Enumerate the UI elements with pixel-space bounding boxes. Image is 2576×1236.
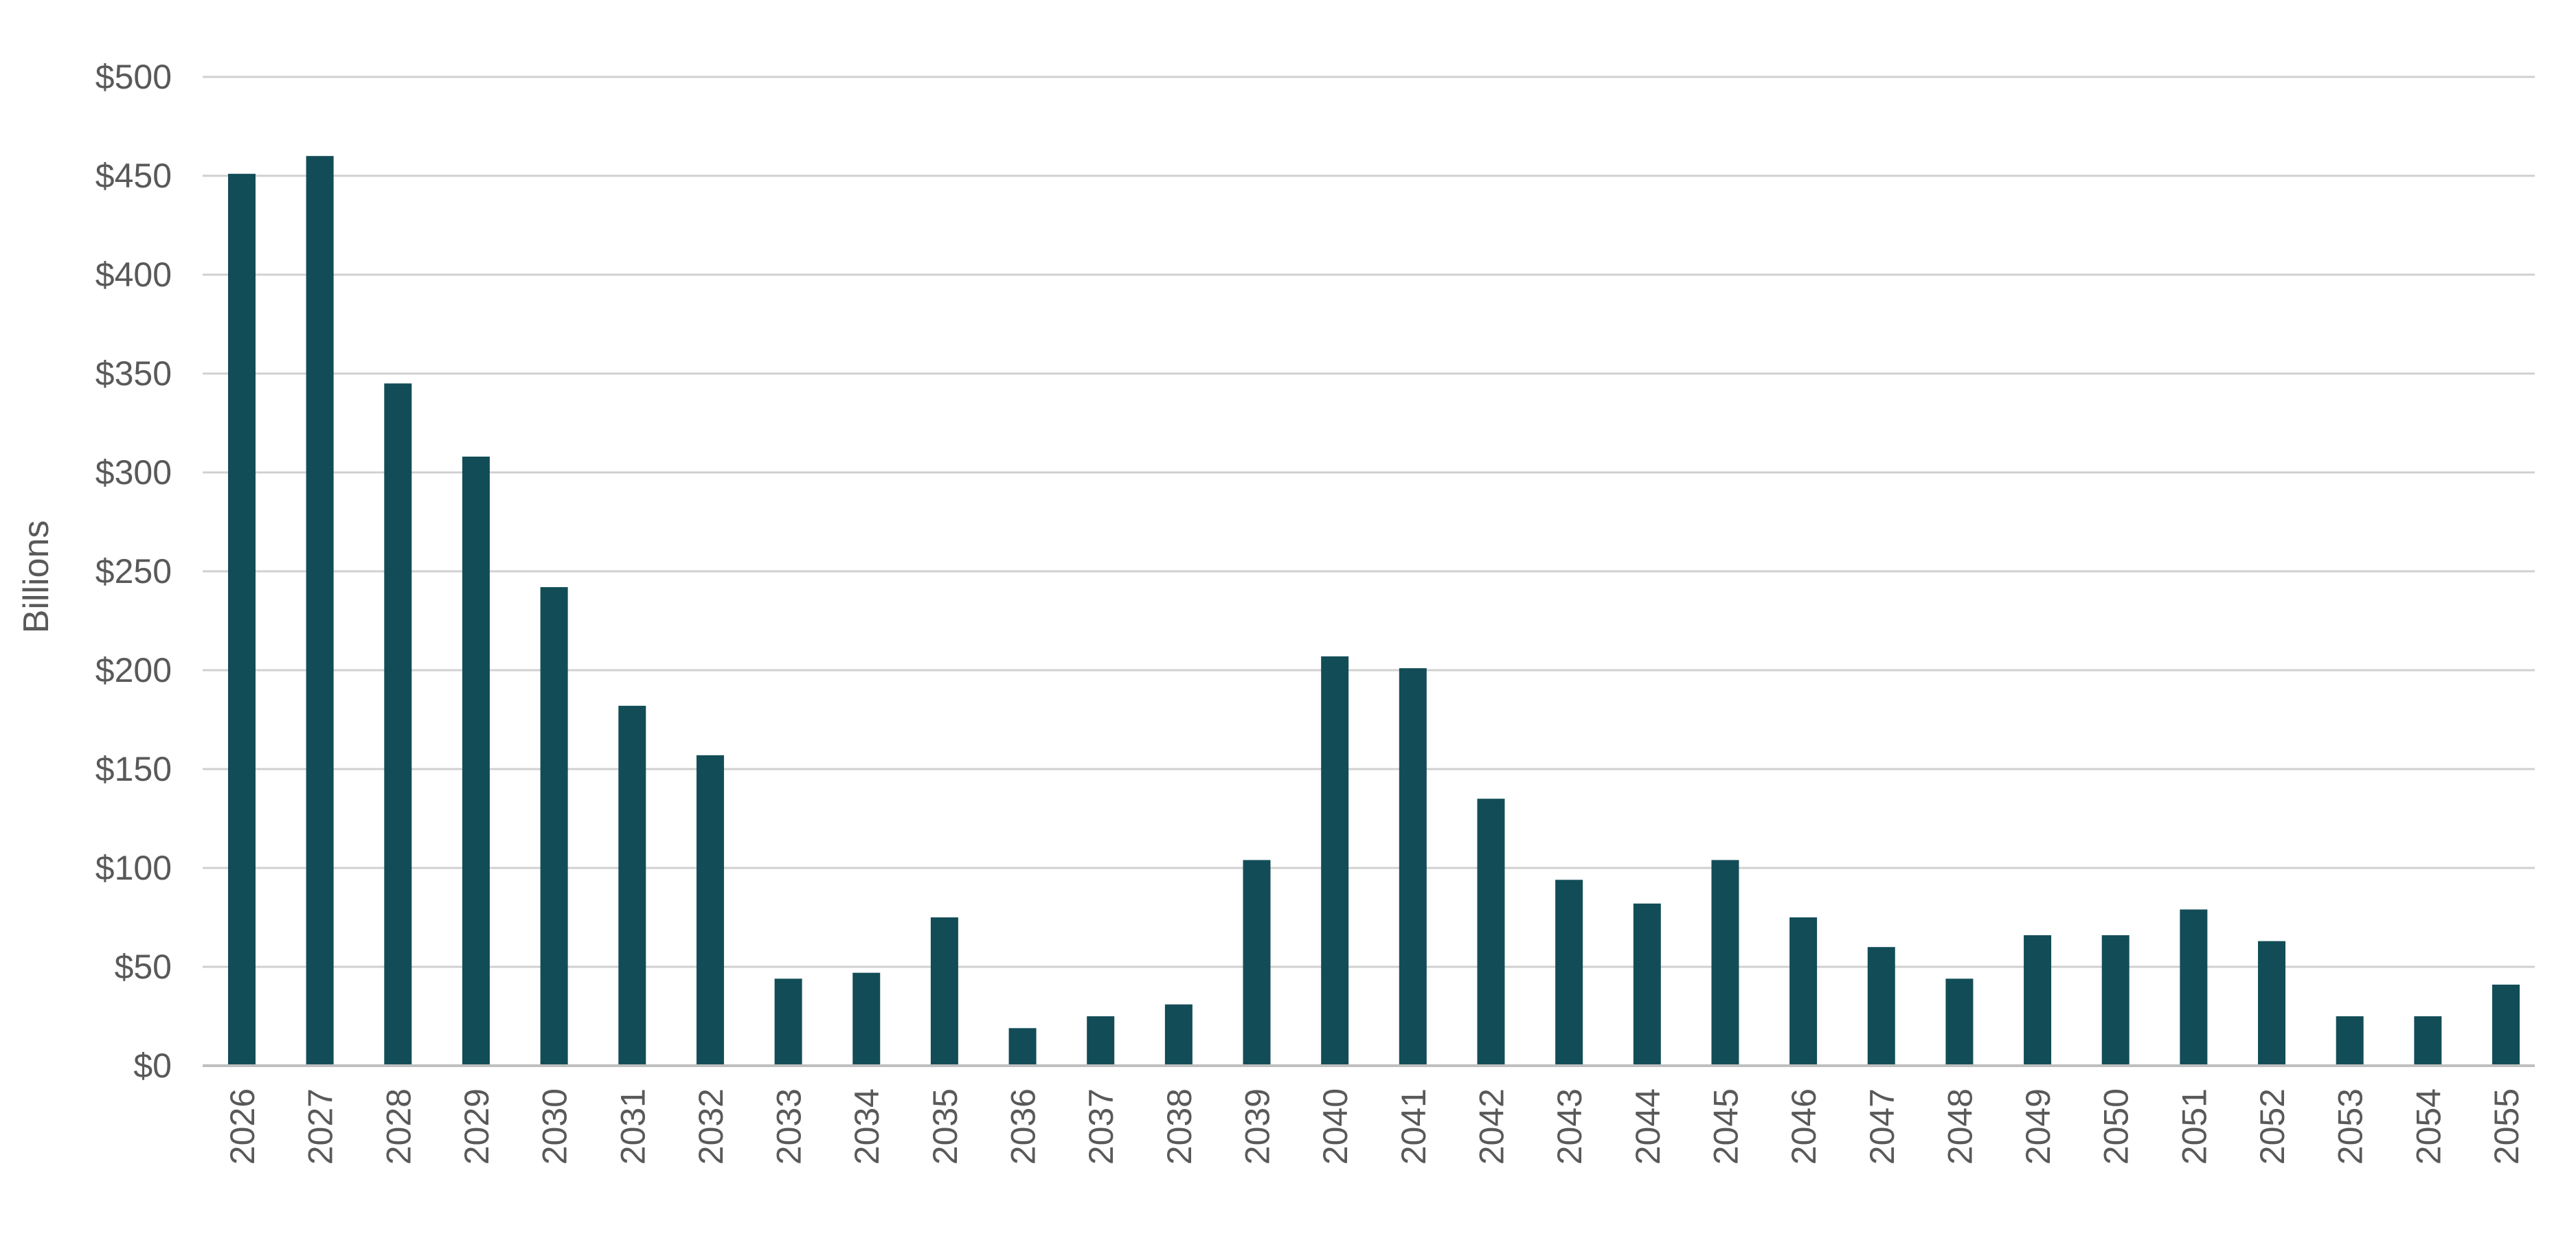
x-tick-label: 2039 xyxy=(1239,1088,1277,1165)
gridlines xyxy=(203,76,2535,968)
x-tick-label: 2031 xyxy=(613,1088,652,1165)
bar-2028 xyxy=(384,383,412,1066)
y-tick-labels: $0 $50 $100 $150 $200 $250 $300 $350 $400 $450 $50… xyxy=(95,58,172,1085)
x-tick-label: 2028 xyxy=(379,1088,418,1165)
y-tick-label: $400 xyxy=(95,255,172,294)
x-tick-label: 2043 xyxy=(1550,1088,1589,1165)
x-tick-label: 2044 xyxy=(1629,1088,1667,1165)
bar-2036 xyxy=(1008,1028,1037,1066)
bar-2039 xyxy=(1243,860,1271,1066)
bar-2045 xyxy=(1711,860,1739,1066)
bar-2026 xyxy=(228,174,256,1066)
bar-2038 xyxy=(1164,1004,1193,1066)
x-tick-label: 2050 xyxy=(2097,1088,2136,1165)
bar-2041 xyxy=(1399,668,1427,1066)
y-tick-label: $200 xyxy=(95,651,172,689)
bars xyxy=(228,156,2520,1066)
y-tick-label: $0 xyxy=(133,1046,172,1085)
x-tick-label: 2055 xyxy=(2487,1088,2526,1165)
bar-2048 xyxy=(1945,978,1974,1066)
x-tick-label: 2047 xyxy=(1863,1088,1901,1165)
bar-2054 xyxy=(2414,1016,2442,1066)
x-tick-label: 2032 xyxy=(692,1088,730,1165)
y-tick-label: $50 xyxy=(115,948,172,986)
bar-2042 xyxy=(1477,799,1505,1066)
bar-2050 xyxy=(2101,935,2129,1066)
x-tick-label: 2046 xyxy=(1785,1088,1823,1165)
x-tick-label: 2033 xyxy=(770,1088,809,1165)
bar-2031 xyxy=(618,705,646,1066)
bar-2055 xyxy=(2492,984,2520,1066)
bar-2047 xyxy=(1867,947,1895,1066)
x-tick-label: 2041 xyxy=(1394,1088,1433,1165)
x-tick-label: 2042 xyxy=(1472,1088,1511,1165)
bar-2044 xyxy=(1633,903,1661,1066)
y-tick-label: $250 xyxy=(95,552,172,591)
x-tick-label: 2052 xyxy=(2253,1088,2292,1165)
bar-2034 xyxy=(852,972,881,1066)
x-tick-label: 2037 xyxy=(1082,1088,1120,1165)
x-tick-label: 2040 xyxy=(1316,1088,1355,1165)
x-tick-label: 2034 xyxy=(848,1088,886,1165)
y-tick-label: $150 xyxy=(95,750,172,788)
x-tick-label: 2045 xyxy=(1706,1088,1745,1165)
bar-2043 xyxy=(1555,880,1583,1066)
bar-2032 xyxy=(696,755,724,1066)
bar-2035 xyxy=(930,917,958,1066)
x-tick-label: 2048 xyxy=(1941,1088,1979,1165)
x-tick-label: 2038 xyxy=(1160,1088,1199,1165)
y-tick-label: $450 xyxy=(95,157,172,195)
y-tick-label: $100 xyxy=(95,849,172,887)
bar-2052 xyxy=(2258,941,2286,1066)
x-tick-label: 2027 xyxy=(302,1088,340,1165)
x-tick-label: 2054 xyxy=(2409,1088,2448,1165)
bar-2049 xyxy=(2024,935,2052,1066)
x-tick-label: 2036 xyxy=(1004,1088,1043,1165)
x-tick-label: 2029 xyxy=(457,1088,496,1165)
x-tick-label: 2026 xyxy=(223,1088,262,1165)
y-axis-label: Billions xyxy=(16,520,56,634)
x-tick-label: 2030 xyxy=(536,1088,574,1165)
x-tick-labels: 2026 2027 2028 2029 2030 2031 2032 2033 2034 2035… xyxy=(223,1088,2526,1165)
y-tick-label: $350 xyxy=(95,354,172,393)
y-tick-label: $500 xyxy=(95,58,172,96)
bar-2040 xyxy=(1321,656,1349,1066)
bar-2029 xyxy=(462,456,490,1066)
bar-2051 xyxy=(2180,909,2208,1066)
bar-2053 xyxy=(2336,1016,2364,1066)
x-tick-label: 2049 xyxy=(2019,1088,2057,1165)
y-tick-label: $300 xyxy=(95,453,172,492)
x-tick-label: 2051 xyxy=(2175,1088,2213,1165)
bar-2046 xyxy=(1789,917,1818,1066)
x-tick-label: 2035 xyxy=(926,1088,964,1165)
bar-2030 xyxy=(540,587,568,1066)
bar-2033 xyxy=(774,978,802,1066)
bar-2037 xyxy=(1087,1016,1115,1066)
bar-2027 xyxy=(306,156,334,1066)
x-tick-label: 2053 xyxy=(2331,1088,2370,1165)
